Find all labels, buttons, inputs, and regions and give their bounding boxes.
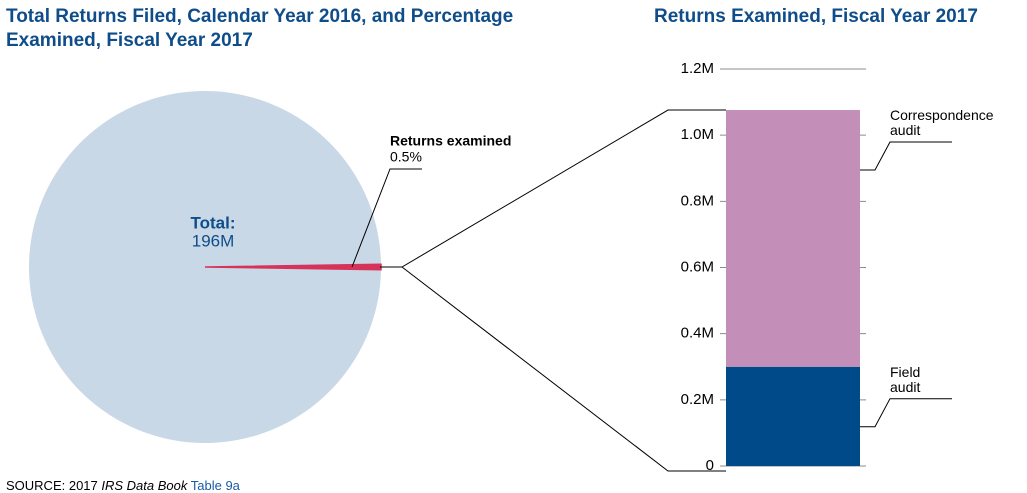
y-tick-label: 1.0M xyxy=(681,126,714,143)
pie-title: Total Returns Filed, Calendar Year 2016,… xyxy=(6,6,514,51)
bar-segment xyxy=(726,110,860,367)
leader-line xyxy=(860,398,952,428)
connector xyxy=(401,266,726,472)
source-link[interactable]: Table 9a xyxy=(190,478,240,493)
leader-line xyxy=(351,168,422,268)
bar-title: Returns Examined, Fiscal Year 2017 xyxy=(654,6,978,27)
slice-label: Returns examined xyxy=(390,133,511,149)
leader-line xyxy=(860,141,952,171)
source: SOURCE: 2017 IRS Data Book Table 9a xyxy=(6,478,240,493)
legend-label: Field audit xyxy=(890,363,921,395)
legend-label: Correspondence audit xyxy=(890,107,994,139)
slice-value: 0.5% xyxy=(390,149,422,165)
bar-segment xyxy=(726,366,860,466)
y-tick-label: 0 xyxy=(706,457,714,474)
y-tick-label: 0.2M xyxy=(681,391,714,408)
source-prefix: SOURCE: 2017 xyxy=(6,478,102,493)
total-value: 196M xyxy=(192,231,235,250)
connector xyxy=(380,109,726,268)
y-tick-label: 0.6M xyxy=(681,258,714,275)
y-tick-label: 0.8M xyxy=(681,192,714,209)
y-tick-label: 0.4M xyxy=(681,325,714,342)
y-tick-label: 1.2M xyxy=(681,60,714,77)
source-publication: IRS Data Book xyxy=(101,478,188,493)
total-caption: Total: xyxy=(190,213,235,232)
